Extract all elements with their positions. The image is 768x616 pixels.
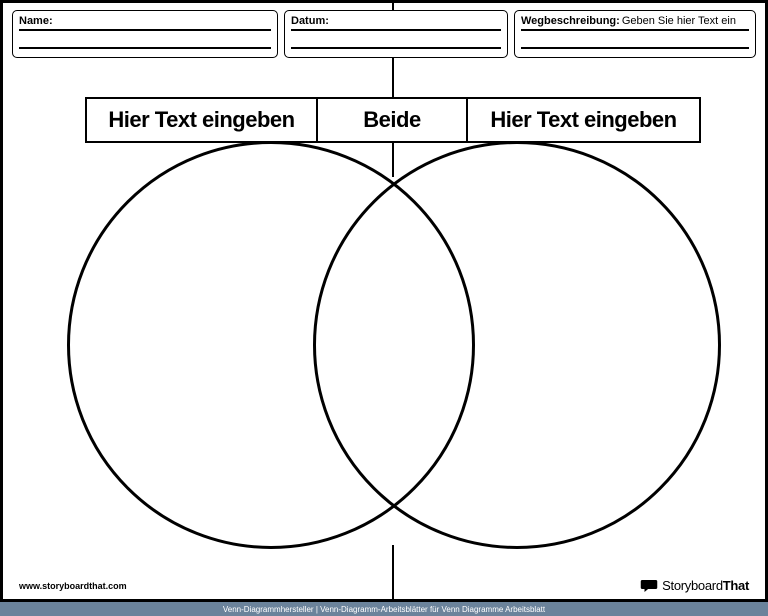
header-row: Name: Datum: Wegbeschreibung: Geben Sie … xyxy=(12,10,756,58)
venn-middle-label: Beide xyxy=(318,99,468,141)
date-box: Datum: xyxy=(284,10,508,58)
brand-suffix: That xyxy=(723,578,749,593)
footer-url: www.storyboardthat.com xyxy=(19,581,127,591)
venn-right-label: Hier Text eingeben xyxy=(468,99,699,141)
worksheet-page: Name: Datum: Wegbeschreibung: Geben Sie … xyxy=(0,0,768,602)
venn-left-label: Hier Text eingeben xyxy=(87,99,318,141)
dir-underline-2 xyxy=(521,47,749,49)
name-underline-1 xyxy=(19,29,271,31)
venn-labels-row: Hier Text eingeben Beide Hier Text einge… xyxy=(85,97,701,143)
venn-diagram xyxy=(3,141,765,561)
speech-bubble-icon xyxy=(640,579,658,593)
name-box: Name: xyxy=(12,10,278,58)
brand-text: StoryboardThat xyxy=(662,578,749,593)
directions-label: Wegbeschreibung: xyxy=(521,15,620,27)
venn-circle-right xyxy=(313,141,721,549)
brand-prefix: Storyboard xyxy=(662,578,723,593)
dir-underline-1 xyxy=(521,29,749,31)
footer-brand: StoryboardThat xyxy=(640,578,749,593)
date-underline-1 xyxy=(291,29,501,31)
name-label: Name: xyxy=(19,15,271,27)
name-underline-2 xyxy=(19,47,271,49)
caption-bar: Venn-Diagrammhersteller | Venn-Diagramm-… xyxy=(0,602,768,616)
date-label: Datum: xyxy=(291,15,501,27)
directions-text: Geben Sie hier Text ein xyxy=(622,15,736,27)
directions-box: Wegbeschreibung: Geben Sie hier Text ein xyxy=(514,10,756,58)
date-underline-2 xyxy=(291,47,501,49)
